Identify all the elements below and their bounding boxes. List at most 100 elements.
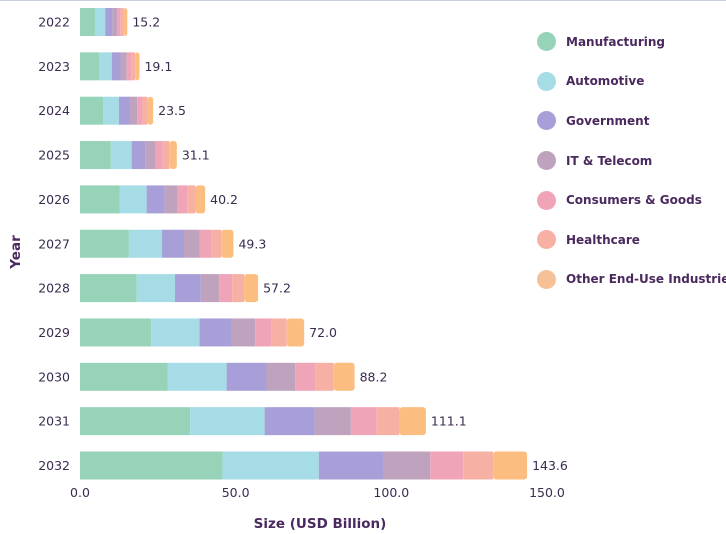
bar-2023-manufacturing[interactable] — [80, 52, 99, 81]
bar-2031-it-telecom[interactable] — [314, 407, 351, 436]
bar-2028-manufacturing[interactable] — [80, 274, 137, 303]
bar-2030-other-end-use-industries[interactable] — [333, 362, 355, 391]
bar-2024-it-telecom[interactable] — [129, 96, 138, 125]
bar-2027-other-end-use-industries[interactable] — [221, 229, 234, 258]
bar-2032-it-telecom[interactable] — [383, 451, 431, 480]
legend-item-automotive[interactable]: Automotive — [537, 62, 726, 102]
total-label-2029: 72.0 — [309, 325, 337, 340]
bar-2025-automotive[interactable] — [110, 141, 132, 170]
bar-2031-government[interactable] — [264, 407, 315, 436]
bar-2029-it-telecom[interactable] — [231, 318, 256, 347]
bar-2022-government[interactable] — [105, 8, 113, 36]
bar-2025-other-end-use-industries[interactable] — [169, 141, 177, 170]
bar-2025-government[interactable] — [131, 141, 146, 170]
legend-item-consumers-goods[interactable]: Consumers & Goods — [537, 180, 726, 220]
bar-2028-other-end-use-industries[interactable] — [244, 274, 259, 303]
bar-2026-manufacturing[interactable] — [80, 185, 120, 214]
bar-2030-manufacturing[interactable] — [80, 362, 168, 391]
bar-2026-it-telecom[interactable] — [164, 185, 178, 214]
legend-label-healthcare: Healthcare — [566, 232, 640, 247]
bar-2028-automotive[interactable] — [136, 274, 175, 303]
bar-2029-consumers-goods[interactable] — [255, 318, 272, 347]
y-axis-title: Year — [8, 235, 24, 270]
bar-2029-government[interactable] — [199, 318, 232, 347]
bar-2023-other-end-use-industries[interactable] — [135, 52, 140, 81]
bar-2029-automotive[interactable] — [151, 318, 200, 347]
bar-2022-consumers-goods[interactable] — [117, 8, 121, 36]
bar-2026-other-end-use-industries[interactable] — [195, 185, 206, 214]
bar-2026-automotive[interactable] — [119, 185, 147, 214]
legend-item-government[interactable]: Government — [537, 101, 726, 141]
bar-2032-other-end-use-industries[interactable] — [493, 451, 528, 480]
bar-2022-other-end-use-industries[interactable] — [123, 8, 128, 36]
legend-swatch-other-end-use — [537, 269, 556, 289]
bar-2023-consumers-goods[interactable] — [126, 52, 132, 81]
bar-2023-it-telecom[interactable] — [120, 52, 127, 81]
bar-2031-other-end-use-industries[interactable] — [399, 407, 426, 436]
legend-item-manufacturing[interactable]: Manufacturing — [537, 22, 726, 62]
x-tick-labels: 0.0 50.0 100.0 150.0 — [70, 485, 565, 500]
bar-2022-it-telecom[interactable] — [112, 8, 118, 36]
bar-2026-government[interactable] — [146, 185, 165, 214]
bar-2027-healthcare[interactable] — [211, 229, 222, 258]
bar-2025-healthcare[interactable] — [162, 141, 170, 170]
legend-label-government: Government — [566, 113, 650, 128]
bar-2030-healthcare[interactable] — [315, 362, 334, 391]
bar-2023-healthcare[interactable] — [131, 52, 136, 81]
bar-2029-manufacturing[interactable] — [80, 318, 152, 347]
bar-2025-consumers-goods[interactable] — [155, 141, 163, 170]
bar-2024-manufacturing[interactable] — [80, 96, 104, 125]
legend-swatch-healthcare — [537, 230, 556, 250]
bar-2022-automotive[interactable] — [94, 8, 106, 36]
bar-2027-manufacturing[interactable] — [80, 229, 129, 258]
bar-2031-manufacturing[interactable] — [80, 407, 191, 436]
bar-2025-it-telecom[interactable] — [145, 141, 156, 170]
bar-2025-manufacturing[interactable] — [80, 141, 111, 170]
legend-item-other-end-use[interactable]: Other End-Use Industries — [537, 260, 726, 300]
bar-2029-healthcare[interactable] — [271, 318, 287, 347]
bar-2027-automotive[interactable] — [128, 229, 162, 258]
legend-item-healthcare[interactable]: Healthcare — [537, 220, 726, 260]
bar-2024-healthcare[interactable] — [142, 96, 148, 125]
bar-2028-government[interactable] — [174, 274, 201, 303]
bar-2029-other-end-use-industries[interactable] — [286, 318, 305, 347]
legend-label-automotive: Automotive — [566, 74, 645, 89]
bar-2030-it-telecom[interactable] — [266, 362, 296, 391]
bar-2028-consumers-goods[interactable] — [219, 274, 233, 303]
bar-2032-automotive[interactable] — [222, 451, 319, 480]
bar-2026-consumers-goods[interactable] — [177, 185, 188, 214]
legend-swatch-automotive — [537, 71, 556, 91]
bar-2022-healthcare[interactable] — [120, 8, 124, 36]
bar-2027-it-telecom[interactable] — [183, 229, 200, 258]
total-label-2025: 31.1 — [182, 148, 210, 163]
legend-item-it-telecom[interactable]: IT & Telecom — [537, 141, 726, 181]
bar-2023-government[interactable] — [111, 52, 121, 81]
bar-2022-manufacturing[interactable] — [80, 8, 95, 36]
bar-2031-automotive[interactable] — [190, 407, 265, 436]
bar-2030-government[interactable] — [226, 362, 267, 391]
bar-2027-consumers-goods[interactable] — [199, 229, 212, 258]
y-tick-2031: 2031 — [38, 414, 70, 429]
bar-2027-government[interactable] — [161, 229, 184, 258]
bar-2031-healthcare[interactable] — [376, 407, 400, 436]
bar-2032-manufacturing[interactable] — [80, 451, 223, 480]
y-tick-2030: 2030 — [38, 369, 70, 384]
legend-swatch-consumers-goods — [537, 190, 556, 210]
bar-2026-healthcare[interactable] — [187, 185, 196, 214]
legend-label-consumers-goods: Consumers & Goods — [566, 193, 702, 208]
bar-2032-consumers-goods[interactable] — [430, 451, 464, 480]
bar-2024-government[interactable] — [118, 96, 130, 125]
bar-2024-consumers-goods[interactable] — [137, 96, 143, 125]
total-label-2030: 88.2 — [360, 369, 388, 384]
bar-2032-healthcare[interactable] — [463, 451, 494, 480]
bar-2024-other-end-use-industries[interactable] — [147, 96, 154, 125]
bar-2030-consumers-goods[interactable] — [295, 362, 316, 391]
total-labels: 15.2 19.1 23.5 31.1 40.2 49.3 57.2 72.0 88.2 111.… — [132, 15, 568, 474]
bar-2028-healthcare[interactable] — [232, 274, 245, 303]
bar-2030-automotive[interactable] — [167, 362, 227, 391]
bar-2024-automotive[interactable] — [103, 96, 119, 125]
bar-2031-consumers-goods[interactable] — [350, 407, 377, 436]
bar-2028-it-telecom[interactable] — [200, 274, 220, 303]
bar-2023-automotive[interactable] — [98, 52, 112, 81]
bar-2032-government[interactable] — [318, 451, 384, 480]
